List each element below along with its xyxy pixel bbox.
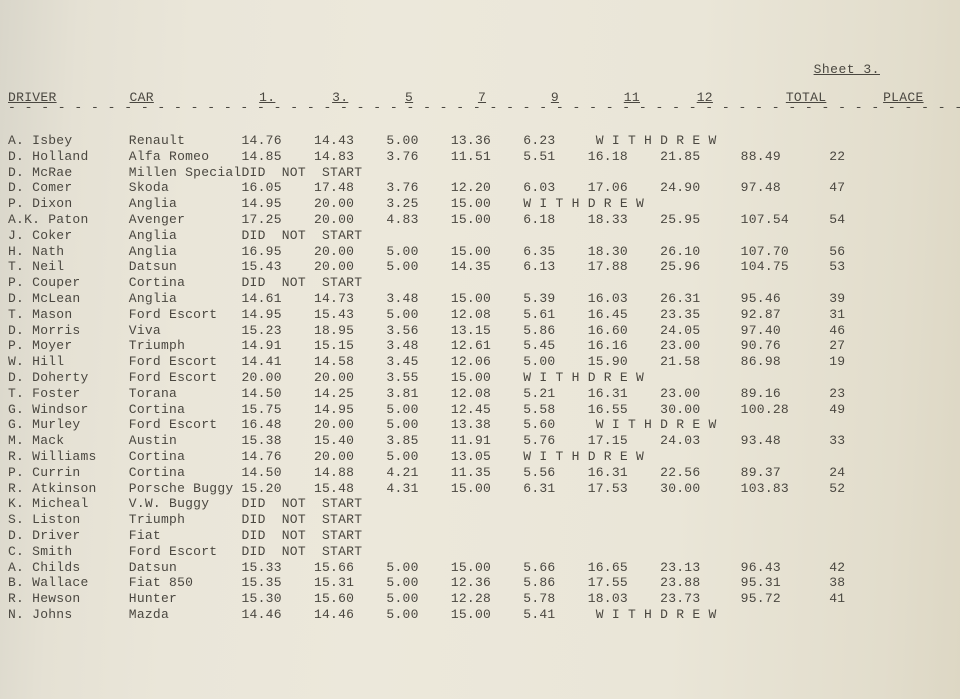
result-row: T. Mason Ford Escort 14.95 15.43 5.00 12… — [8, 307, 952, 323]
result-row: D. Doherty Ford Escort 20.00 20.00 3.55 … — [8, 370, 952, 386]
result-row: G. Murley Ford Escort 16.48 20.00 5.00 1… — [8, 417, 952, 433]
result-row: H. Nath Anglia 16.95 20.00 5.00 15.00 6.… — [8, 244, 952, 260]
result-row: D. Morris Viva 15.23 18.95 3.56 13.15 5.… — [8, 323, 952, 339]
result-row: N. Johns Mazda 14.46 14.46 5.00 15.00 5.… — [8, 607, 952, 623]
result-row: C. Smith Ford Escort DID NOT START — [8, 544, 952, 560]
results-sheet: Sheet 3. DRIVER CAR 1. 3. 5 7 9 11 12 TO… — [0, 0, 960, 699]
result-row: J. Coker Anglia DID NOT START — [8, 228, 952, 244]
header-underline: - - - - - - - - - - - - - - - - - - - - … — [8, 105, 952, 111]
result-row: P. Couper Cortina DID NOT START — [8, 275, 952, 291]
result-row: A. Childs Datsun 15.33 15.66 5.00 15.00 … — [8, 560, 952, 576]
result-row: P. Moyer Triumph 14.91 15.15 3.48 12.61 … — [8, 338, 952, 354]
result-row: K. Micheal V.W. Buggy DID NOT START — [8, 496, 952, 512]
result-row: A.K. Paton Avenger 17.25 20.00 4.83 15.0… — [8, 212, 952, 228]
result-row: P. Dixon Anglia 14.95 20.00 3.25 15.00 W… — [8, 196, 952, 212]
results-rows: A. Isbey Renault 14.76 14.43 5.00 13.36 … — [8, 133, 952, 623]
result-row: M. Mack Austin 15.38 15.40 3.85 11.91 5.… — [8, 433, 952, 449]
result-row: D. McRae Millen SpecialDID NOT START — [8, 165, 952, 181]
result-row: R. Hewson Hunter 15.30 15.60 5.00 12.28 … — [8, 591, 952, 607]
result-row: R. Williams Cortina 14.76 20.00 5.00 13.… — [8, 449, 952, 465]
result-row: D. Driver Fiat DID NOT START — [8, 528, 952, 544]
result-row: D. Holland Alfa Romeo 14.85 14.83 3.76 1… — [8, 149, 952, 165]
result-row: T. Foster Torana 14.50 14.25 3.81 12.08 … — [8, 386, 952, 402]
result-row: A. Isbey Renault 14.76 14.43 5.00 13.36 … — [8, 133, 952, 149]
result-row: P. Currin Cortina 14.50 14.88 4.21 11.35… — [8, 465, 952, 481]
result-row: T. Neil Datsun 15.43 20.00 5.00 14.35 6.… — [8, 259, 952, 275]
sheet-label: Sheet 3. — [814, 62, 880, 77]
result-row: S. Liston Triumph DID NOT START — [8, 512, 952, 528]
result-row: R. Atkinson Porsche Buggy 15.20 15.48 4.… — [8, 481, 952, 497]
result-row: D. McLean Anglia 14.61 14.73 3.48 15.00 … — [8, 291, 952, 307]
result-row: B. Wallace Fiat 850 15.35 15.31 5.00 12.… — [8, 575, 952, 591]
result-row: G. Windsor Cortina 15.75 14.95 5.00 12.4… — [8, 402, 952, 418]
result-row: D. Comer Skoda 16.05 17.48 3.76 12.20 6.… — [8, 180, 952, 196]
result-row: W. Hill Ford Escort 14.41 14.58 3.45 12.… — [8, 354, 952, 370]
